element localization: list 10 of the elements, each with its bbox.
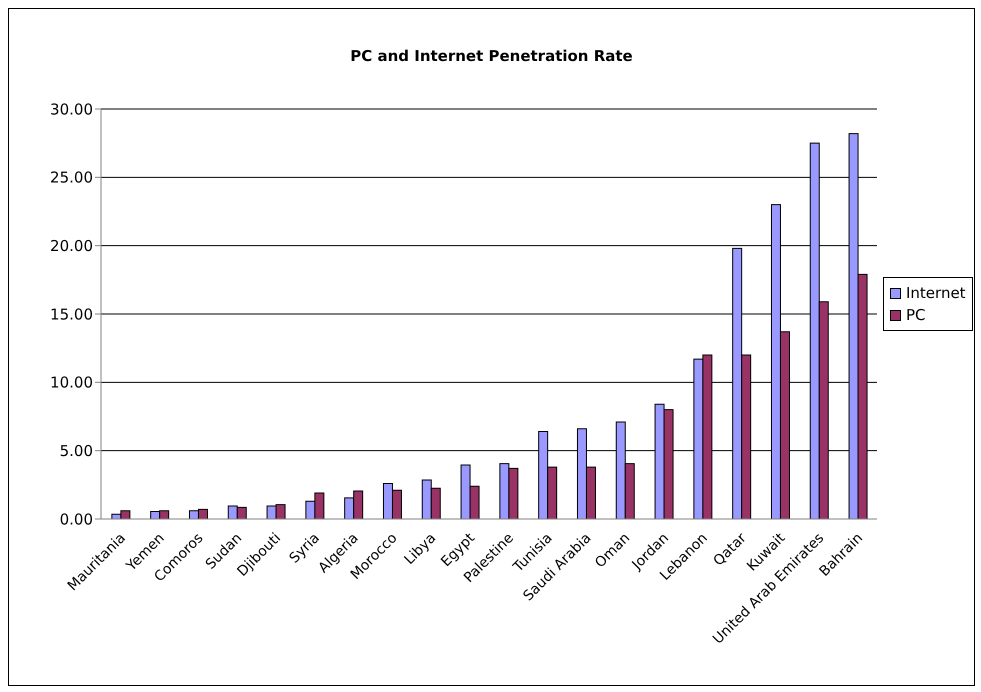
legend-label: PC <box>906 305 926 326</box>
y-tick-label: 15.00 <box>50 305 93 324</box>
y-tick-label: 10.00 <box>50 374 93 392</box>
y-tick-label: 0.00 <box>60 510 93 528</box>
chart-title: PC and Internet Penetration Rate <box>349 47 634 65</box>
y-tick-label: 30.00 <box>50 100 93 118</box>
y-tick-label: 5.00 <box>60 442 93 460</box>
legend-label: Internet <box>906 283 966 304</box>
y-tick-label: 20.00 <box>50 236 93 255</box>
y-tick-label: 25.00 <box>50 168 93 187</box>
